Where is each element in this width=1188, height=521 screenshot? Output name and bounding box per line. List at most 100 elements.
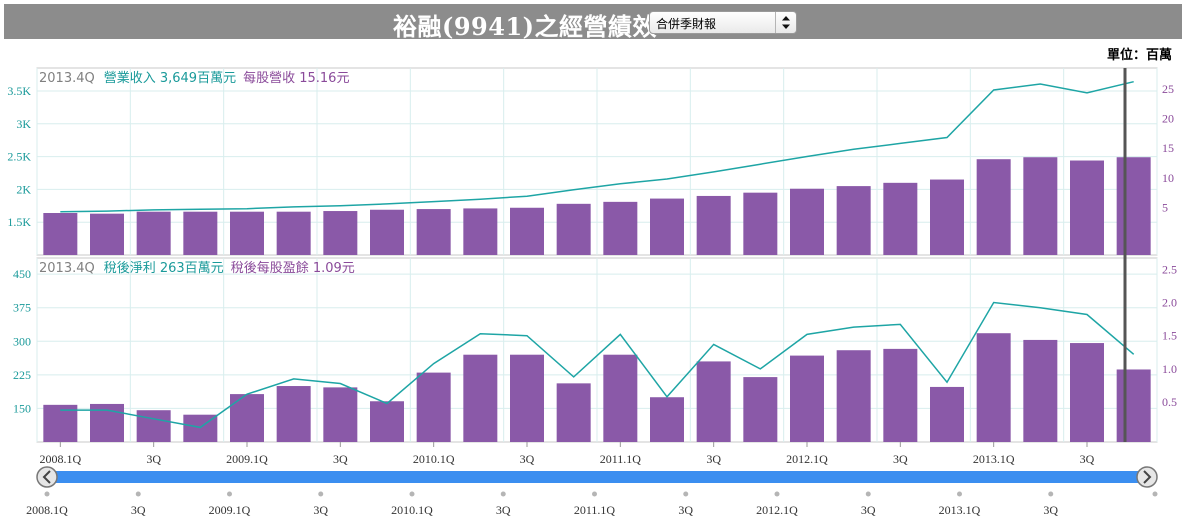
net-income-bar[interactable] (743, 377, 778, 442)
navigator-label: 3Q (678, 503, 693, 517)
x-tick-label: 2008.1Q (39, 452, 81, 466)
report-type-select-value: 合併季財報 (656, 17, 717, 31)
net-income-bar[interactable] (510, 354, 544, 442)
net-income-bar[interactable] (463, 354, 498, 442)
navigator-track[interactable] (50, 471, 1140, 483)
revenue-bar[interactable] (603, 201, 638, 255)
revenue-panel: 1.5K 2K 2.5K 3K 3.5K 5 10 15 20 25 2013.4Q 營業收入 3,6… (7, 67, 1174, 256)
x-tick-label: 2012.1Q (786, 452, 828, 466)
net-income-bar[interactable] (276, 386, 311, 442)
net-income-bar[interactable] (230, 394, 264, 442)
revenue-bar[interactable] (90, 213, 124, 255)
revenue-bar[interactable] (323, 211, 358, 255)
net-income-bar[interactable] (136, 410, 171, 442)
net-income-info-text: 2013.4Q 稅後淨利 263百萬元 稅後每股盈餘 1.09元 (39, 260, 355, 276)
revenue-bar[interactable] (1023, 157, 1058, 255)
report-type-select[interactable]: 合併季財報 (649, 11, 797, 34)
revenue-bar[interactable] (370, 209, 404, 255)
navigator-left-button[interactable] (36, 466, 58, 488)
y-left-tick-label: 1.5K (7, 215, 31, 229)
navigator-dot (135, 491, 141, 497)
revenue-bar[interactable] (883, 182, 918, 255)
y-left-tick-label: 2.5K (7, 150, 31, 164)
x-axis: 2008.1Q 3Q 2009.1Q 3Q 2010.1Q 3Q 2011.1Q 3Q 2012… (39, 442, 1095, 466)
y-right-tick-label: 2.0 (1162, 296, 1177, 310)
revenue-bar[interactable] (1070, 160, 1104, 255)
navigator-label: 2013.1Q (939, 503, 981, 517)
net-income-bar[interactable] (790, 355, 824, 442)
y-left-tick-label: 300 (13, 334, 31, 348)
info-right-value: 每股營收 15.16元 (243, 70, 349, 86)
revenue-bar[interactable] (183, 211, 218, 255)
net-income-bar[interactable] (1116, 369, 1151, 442)
navigator-label: 3Q (496, 503, 511, 517)
navigator-dot (957, 491, 962, 497)
net-income-bar[interactable] (836, 350, 871, 442)
net-income-bar[interactable] (650, 397, 684, 442)
net-income-bar[interactable] (370, 401, 404, 442)
y-left-tick-label: 375 (13, 301, 31, 315)
net-income-bar[interactable] (323, 387, 358, 442)
y-right-tick-label: 15 (1162, 141, 1174, 155)
net-income-bar[interactable] (976, 333, 1011, 442)
y-left-tick-label: 2K (16, 182, 31, 196)
net-income-bar[interactable] (883, 348, 918, 442)
net-income-per-share-line (60, 301, 1135, 429)
net-income-bar[interactable] (1023, 339, 1058, 442)
y-right-tick-label: 2.5 (1162, 262, 1177, 276)
revenue-bar[interactable] (230, 211, 264, 255)
chevron-left-icon (42, 470, 51, 484)
revenue-bar[interactable] (43, 213, 78, 255)
net-income-bar[interactable] (43, 404, 78, 442)
navigator-label: 2012.1Q (756, 503, 798, 517)
net-income-bar[interactable] (603, 354, 638, 442)
net-income-bar[interactable] (1070, 343, 1104, 442)
revenue-bar[interactable] (136, 211, 171, 255)
revenue-bar[interactable] (930, 179, 964, 255)
y-left-tick-label: 3.5K (7, 84, 31, 98)
revenue-bar[interactable] (510, 207, 544, 255)
revenue-bar[interactable] (416, 209, 451, 255)
net-income-bar[interactable] (930, 386, 964, 442)
navigator-label: 2008.1Q (26, 503, 68, 517)
revenue-bar[interactable] (836, 186, 871, 255)
navigator-dot (774, 491, 780, 497)
x-tick-label: 2010.1Q (413, 452, 455, 466)
navigator-dot (865, 491, 871, 497)
navigator-dot (409, 491, 415, 497)
revenue-bar[interactable] (463, 208, 498, 255)
navigator-label: 2010.1Q (391, 503, 433, 517)
revenue-bar[interactable] (696, 195, 731, 255)
y-left-tick-label: 3K (16, 117, 31, 131)
navigator-label: 3Q (313, 503, 328, 517)
revenue-bar[interactable] (743, 192, 778, 255)
net-income-bar[interactable] (416, 372, 451, 442)
info-period: 2013.4Q (39, 71, 95, 86)
info-left-value: 稅後淨利 263百萬元 (104, 261, 224, 276)
revenue-bar[interactable] (1116, 157, 1151, 255)
revenue-bar[interactable] (790, 188, 824, 255)
revenue-info-text: 2013.4Q 營業收入 3,649百萬元 每股營收 15.16元 (39, 70, 349, 86)
net-income-bar[interactable] (556, 383, 591, 442)
range-navigator[interactable]: 2008.1Q 3Q 2009.1Q 3Q 2010.1Q 3Q 2011.1Q 3Q 2012… (26, 466, 1158, 517)
revenue-per-share-line (60, 80, 1134, 213)
revenue-bar[interactable] (556, 203, 591, 255)
info-period: 2013.4Q (39, 261, 95, 276)
navigator-dot (227, 491, 232, 497)
info-left-value: 營業收入 3,649百萬元 (104, 70, 236, 86)
navigator-label: 3Q (131, 503, 146, 517)
navigator-dot (1152, 491, 1158, 497)
navigator-label: 3Q (1043, 503, 1058, 517)
y-right-tick-label: 20 (1162, 111, 1174, 125)
navigator-dot (500, 491, 506, 497)
y-right-tick-label: 1.0 (1162, 362, 1177, 376)
revenue-bar[interactable] (976, 159, 1011, 255)
x-tick-label: 3Q (333, 452, 348, 466)
net-income-bar[interactable] (696, 361, 731, 442)
y-right-tick-label: 25 (1162, 82, 1174, 96)
y-left-tick-label: 225 (13, 368, 31, 382)
revenue-bar[interactable] (276, 211, 311, 255)
revenue-bar[interactable] (650, 198, 684, 255)
x-tick-label: 3Q (146, 452, 161, 466)
navigator-right-button[interactable] (1136, 466, 1158, 488)
